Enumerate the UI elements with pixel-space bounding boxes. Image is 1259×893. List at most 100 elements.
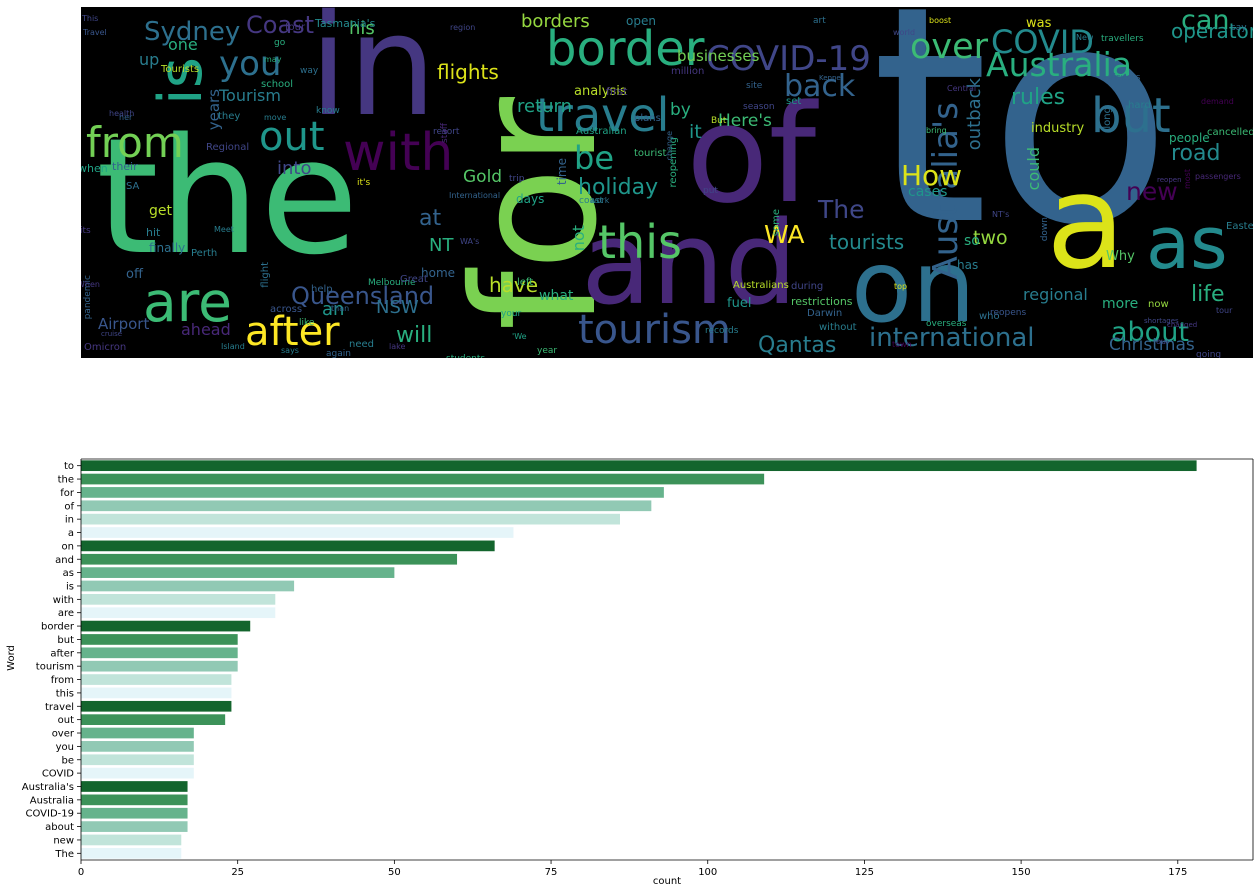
cloud-word: who — [979, 311, 1000, 322]
bar — [81, 620, 251, 632]
cloud-word: finally — [149, 241, 186, 255]
cloud-word: million — [671, 66, 705, 77]
cloud-word: New — [1076, 33, 1094, 42]
y-tick-label: new — [53, 835, 74, 846]
cloud-word: they — [218, 111, 241, 122]
cloud-word: analysis — [574, 84, 627, 99]
cloud-word: its — [81, 226, 91, 236]
cloud-word: at — [419, 206, 442, 231]
bar — [81, 594, 276, 605]
cloud-word: cruise — [101, 330, 123, 338]
y-tick-label: is — [66, 581, 74, 592]
cloud-word: Why — [1106, 249, 1135, 264]
cloud-word: COVID-19 — [706, 39, 871, 79]
cloud-word: industry — [1031, 121, 1085, 136]
cloud-word: will — [396, 323, 433, 348]
y-tick-label: for — [60, 488, 75, 499]
cloud-word: boost — [929, 16, 952, 25]
y-tick-label: you — [56, 742, 74, 753]
cloud-word: Coast — [246, 11, 315, 39]
cloud-word: overseas — [926, 319, 967, 329]
cloud-word: life — [1191, 282, 1225, 307]
y-tick-label: a — [68, 528, 74, 539]
cloud-word: Omicron — [84, 342, 127, 353]
cloud-word: Qantas — [758, 333, 837, 358]
cloud-word: but — [1091, 88, 1171, 144]
cloud-word: Queensland — [291, 282, 435, 310]
cloud-word: our — [1156, 337, 1170, 346]
cloud-word: four — [285, 22, 306, 33]
cloud-word: home — [421, 266, 456, 280]
cloud-word: back — [784, 69, 856, 104]
cloud-word: Melbourne — [368, 278, 416, 288]
cloud-word: when — [81, 162, 108, 175]
bar — [81, 500, 652, 512]
cloud-word: ahead — [181, 320, 231, 339]
cloud-word: trip — [509, 174, 525, 184]
cloud-word: Great — [400, 274, 428, 285]
cloud-word: Tourists — [161, 64, 200, 75]
cloud-word: students — [446, 355, 485, 359]
cloud-word: need — [349, 339, 374, 350]
cloud-word: world — [893, 28, 916, 37]
cloud-word: flights — [437, 60, 499, 84]
y-tick-labels: to the for of in a on and as is with are border but af… — [22, 461, 81, 860]
cloud-word: first — [606, 85, 628, 98]
x-tick-label: 175 — [1168, 867, 1187, 878]
y-tick-label: Australia's — [22, 782, 74, 793]
bar — [81, 754, 194, 766]
cloud-word: school — [261, 79, 294, 90]
bar — [81, 847, 182, 859]
cloud-word: tourists — [829, 230, 905, 254]
cloud-word: COVID — [991, 23, 1094, 61]
y-tick-label: be — [62, 755, 75, 766]
cloud-word: like — [299, 318, 315, 328]
bar — [81, 647, 238, 659]
cloud-word: over — [910, 27, 989, 67]
y-tick-label: of — [64, 501, 74, 512]
cloud-word: say — [1231, 23, 1247, 33]
cloud-word: reopens — [990, 308, 1027, 318]
cloud-word: again — [326, 349, 351, 359]
cloud-word: into — [277, 158, 312, 179]
cloud-word: most — [1183, 169, 1192, 189]
bar — [81, 727, 194, 739]
cloud-word: now — [1148, 299, 1169, 310]
cloud-word: How — [901, 159, 963, 192]
cloud-word: borders — [521, 11, 590, 32]
bar — [81, 553, 458, 565]
cloud-word: plans — [634, 113, 661, 124]
bar — [81, 821, 188, 832]
cloud-word: one — [168, 35, 198, 54]
cloud-word: be — [574, 139, 614, 177]
word-count-bar-chart: to the for of in a on and as is with are border but af… — [6, 458, 1254, 887]
cloud-word: But — [711, 116, 727, 126]
plot-frame — [80, 458, 1254, 861]
cloud-word: in — [309, 7, 437, 148]
cloud-word: than — [331, 304, 350, 313]
cloud-word: Sydney — [144, 17, 241, 47]
cloud-word: the — [96, 103, 359, 290]
x-axis: 0 25 50 75 100 125 150 175 — [78, 860, 1187, 878]
bar — [81, 607, 276, 619]
y-tick-label: the — [58, 475, 74, 486]
cloud-word: coast — [579, 196, 604, 206]
bar — [81, 700, 232, 712]
cloud-word: going — [1196, 350, 1222, 359]
cloud-word: what — [539, 288, 574, 304]
cloud-word: travel — [536, 88, 670, 142]
cloud-word: Airport — [98, 315, 150, 333]
cloud-word: lake — [389, 342, 406, 351]
cloud-word: fuel — [727, 296, 752, 311]
cloud-word: by — [670, 100, 691, 120]
y-tick-label: Australia — [30, 795, 74, 806]
cloud-word: visitors — [1108, 73, 1141, 83]
cloud-word: Tasmania's — [315, 17, 376, 30]
y-tick-label: The — [54, 849, 74, 860]
cloud-word: changed — [1167, 321, 1198, 329]
cloud-word: Regional — [206, 142, 250, 153]
bar — [81, 540, 495, 552]
cloud-word: not — [569, 225, 588, 252]
cloud-word: regional — [1023, 285, 1088, 304]
cloud-word: Keppel — [819, 74, 843, 82]
